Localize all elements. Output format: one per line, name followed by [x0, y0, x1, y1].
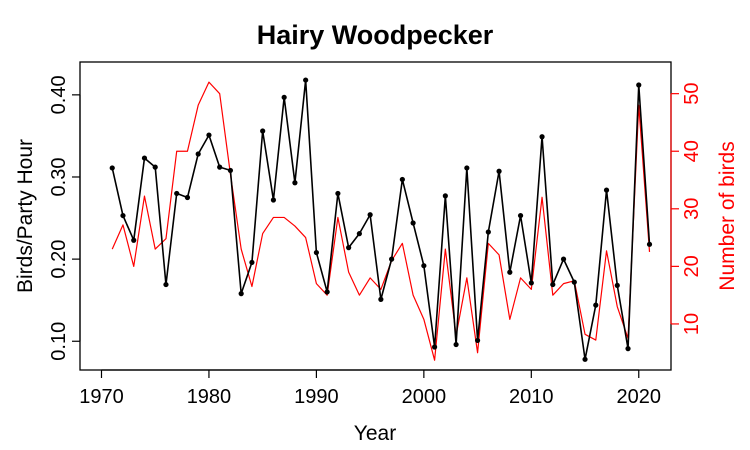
data-point [249, 259, 255, 266]
data-point [163, 281, 169, 288]
data-point [195, 151, 201, 157]
y-tick-label: 0.40 [48, 75, 70, 114]
y-tick-label: 0.30 [48, 158, 70, 197]
data-point [432, 344, 438, 350]
data-point [517, 212, 524, 219]
data-point [281, 94, 287, 100]
data-point [528, 280, 534, 286]
data-point [206, 132, 212, 138]
y2-tick-label: 10 [681, 313, 703, 335]
data-point [507, 269, 513, 275]
data-point [571, 279, 577, 285]
y-tick-label: 0.10 [48, 322, 70, 361]
data-point [539, 134, 545, 140]
series-line-number-of-birds [111, 81, 651, 361]
data-point [217, 164, 223, 170]
data-point [646, 241, 653, 247]
data-point [238, 291, 244, 297]
y-tick-label: 0.20 [48, 240, 70, 279]
y-axis-left: 0.10 0.20 0.30 0.40 [48, 75, 81, 361]
data-point [453, 341, 459, 348]
y-axis-label: Birds/Party Hour [14, 139, 37, 293]
data-point [335, 190, 341, 197]
data-point [603, 187, 610, 193]
chart-title: Hairy Woodpecker [257, 20, 494, 50]
data-point [625, 346, 631, 352]
x-tick-label: 1980 [187, 386, 232, 408]
data-point [560, 256, 567, 262]
data-point [324, 289, 330, 295]
data-point [582, 356, 588, 362]
y2-tick-label: 50 [681, 83, 703, 105]
data-point [378, 296, 384, 302]
y-axis-right: 10 20 30 40 50 [670, 83, 703, 335]
x-tick-label: 2020 [617, 386, 662, 408]
data-point [593, 302, 599, 308]
data-point [131, 237, 137, 243]
series-layer [109, 77, 653, 362]
x-axis-label: Year [354, 422, 396, 445]
data-point [141, 155, 148, 161]
x-axis: 1970 1980 1990 2000 2010 2020 [79, 369, 662, 408]
data-point [421, 263, 427, 269]
data-point [550, 281, 556, 288]
x-tick-label: 2010 [509, 386, 554, 408]
y2-tick-label: 30 [681, 198, 703, 220]
y2-tick-label: 40 [681, 140, 703, 162]
data-point [399, 176, 405, 183]
data-point [464, 165, 470, 171]
data-point [410, 220, 416, 226]
data-point [485, 229, 491, 235]
data-point [442, 193, 448, 199]
x-tick-label: 1990 [294, 386, 339, 408]
data-point [270, 197, 277, 203]
y2-tick-label: 20 [681, 255, 703, 277]
data-point [184, 194, 191, 201]
y2-axis-label: Number of birds [716, 141, 739, 290]
data-point [227, 167, 234, 174]
data-point [109, 165, 115, 171]
x-tick-label: 1970 [79, 386, 124, 408]
data-point [636, 82, 642, 88]
data-point [260, 128, 266, 134]
data-point [356, 231, 362, 237]
data-point [120, 212, 126, 219]
data-point [174, 190, 180, 197]
data-point [389, 256, 395, 262]
data-point [152, 164, 158, 170]
data-point [614, 282, 620, 289]
data-point [303, 77, 309, 83]
data-point [313, 249, 319, 256]
x-tick-label: 2000 [402, 386, 447, 408]
data-point [496, 168, 502, 174]
series-line-birds-per-party-hour [111, 79, 651, 361]
data-point [474, 337, 481, 344]
data-point [292, 180, 298, 186]
data-point [346, 245, 352, 251]
data-point [367, 212, 373, 218]
